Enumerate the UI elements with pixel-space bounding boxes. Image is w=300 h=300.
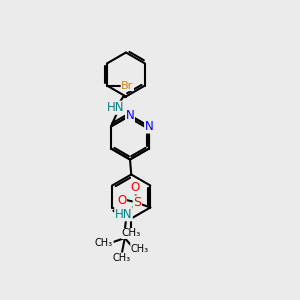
Text: O: O	[117, 194, 126, 206]
Text: HN: HN	[107, 101, 124, 114]
Text: CH₃: CH₃	[131, 244, 149, 254]
Text: N: N	[126, 109, 134, 122]
Text: HN: HN	[115, 208, 132, 221]
Text: CH₃: CH₃	[95, 238, 113, 248]
Text: Br: Br	[121, 80, 134, 91]
Text: CH₃: CH₃	[113, 253, 131, 263]
Text: O: O	[130, 181, 140, 194]
Text: N: N	[145, 120, 153, 133]
Text: CH₃: CH₃	[122, 229, 141, 238]
Text: S: S	[133, 196, 141, 209]
